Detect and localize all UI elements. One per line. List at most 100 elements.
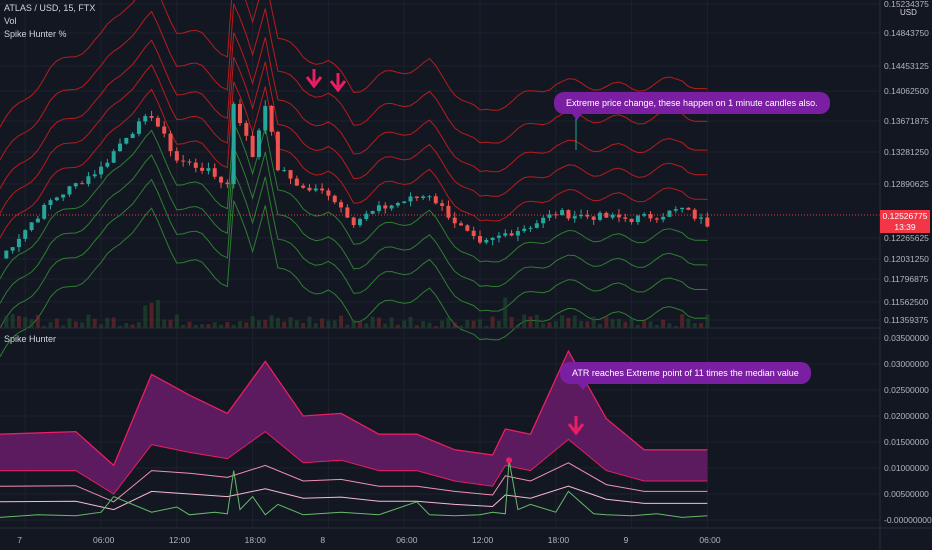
volume-bar: [547, 322, 552, 328]
volume-bar: [181, 324, 186, 328]
volume-bar: [598, 323, 602, 328]
volume-bar: [648, 321, 653, 328]
price-tick-label: 0.13671875: [884, 116, 929, 126]
candle-body: [143, 116, 148, 122]
volume-bar: [92, 318, 97, 328]
candle-body: [560, 210, 565, 216]
time-tick-label: 06:00: [699, 535, 721, 545]
volume-bar: [629, 318, 634, 328]
down-arrow-icon: [329, 73, 347, 93]
candle-body: [547, 214, 552, 218]
last-price-tag: 0.12526775: [880, 210, 930, 222]
candle-body: [42, 204, 47, 219]
candle-body: [459, 223, 464, 226]
candle-body: [654, 218, 659, 220]
candle-body: [383, 205, 388, 209]
volume-bar: [509, 316, 514, 328]
volume-bar: [446, 317, 451, 328]
candle-body: [282, 170, 287, 172]
candle-body: [680, 207, 685, 210]
volume-bar: [206, 324, 211, 328]
candle-body: [16, 238, 21, 248]
indicator-tick-label: 0.00500000: [884, 489, 929, 499]
candle-body: [528, 227, 533, 229]
volume-bar: [370, 316, 375, 328]
volume-bar: [10, 314, 15, 328]
volume-bar: [661, 319, 666, 328]
volume-bar: [313, 322, 318, 328]
volume-bar: [23, 316, 28, 328]
volume-bar: [566, 317, 571, 328]
volume-bar: [238, 321, 242, 328]
candle-body: [635, 215, 640, 223]
candle-body: [440, 203, 445, 206]
volume-bar: [705, 314, 710, 328]
candle-body: [579, 214, 584, 217]
lower-indicator-legend[interactable]: Spike Hunter: [4, 334, 57, 344]
volume-bar: [54, 318, 59, 328]
volume-bar: [515, 324, 520, 328]
volume-bar: [364, 323, 369, 328]
candle-body: [541, 217, 546, 224]
candle-body: [10, 247, 15, 251]
candle-body: [238, 103, 242, 124]
candle-body: [408, 196, 413, 202]
candle-body: [661, 216, 666, 220]
volume-bar: [80, 322, 85, 328]
volume-bar: [244, 322, 249, 328]
candle-body: [566, 210, 571, 219]
candle-body: [111, 151, 116, 163]
candle-body: [288, 170, 293, 179]
volume-bar: [275, 317, 280, 328]
candle-body: [515, 231, 520, 236]
volume-bar: [692, 323, 697, 328]
candle-body: [389, 205, 394, 209]
candle-body: [54, 197, 59, 201]
candle-body: [174, 151, 179, 161]
volume-bar: [288, 317, 293, 328]
arrow-head: [567, 423, 585, 436]
price-tick-label: 0.14843750: [884, 28, 929, 38]
volume-bar: [61, 325, 66, 328]
volume-bar: [616, 318, 621, 328]
candle-body: [307, 187, 312, 191]
volume-bar: [478, 319, 482, 328]
price-tick-label: 0.11562500: [884, 297, 929, 307]
volume-bar: [680, 314, 685, 328]
candle-body: [124, 137, 129, 144]
volume-bar: [86, 314, 91, 328]
main-indicator-legend[interactable]: Spike Hunter %: [4, 29, 67, 39]
candle-body: [452, 217, 457, 224]
volume-bar: [503, 297, 508, 328]
indicator-tick-label: 0.02500000: [884, 385, 929, 395]
candle-body: [244, 123, 249, 136]
candle-body: [219, 176, 224, 183]
volume-bar: [219, 324, 224, 328]
volume-bar: [339, 315, 344, 328]
candle-body: [339, 202, 344, 208]
candle-body: [155, 117, 160, 127]
volume-bar: [699, 323, 704, 328]
candle-body: [162, 126, 167, 134]
price-tick-label: 0.12031250: [884, 254, 929, 264]
volume-bar: [118, 325, 122, 328]
volume-bar: [673, 325, 678, 328]
symbol-legend[interactable]: ATLAS / USD, 15, FTX: [4, 3, 96, 13]
candle-body: [256, 130, 261, 158]
candle-body: [212, 168, 217, 177]
volume-bar: [212, 322, 217, 328]
time-tick-label: 06:00: [396, 535, 418, 545]
volume-legend[interactable]: Vol: [4, 16, 17, 26]
candle-body: [351, 217, 356, 226]
indicator-tick-label: 0.02000000: [884, 411, 929, 421]
arrow-head: [305, 76, 323, 89]
candle-body: [642, 214, 647, 216]
candle-body: [193, 162, 198, 168]
volume-bar: [187, 321, 192, 328]
candle-body: [572, 216, 577, 219]
price-band-line: [0, 0, 708, 128]
candle-body: [673, 209, 678, 211]
candle-body: [130, 133, 135, 138]
